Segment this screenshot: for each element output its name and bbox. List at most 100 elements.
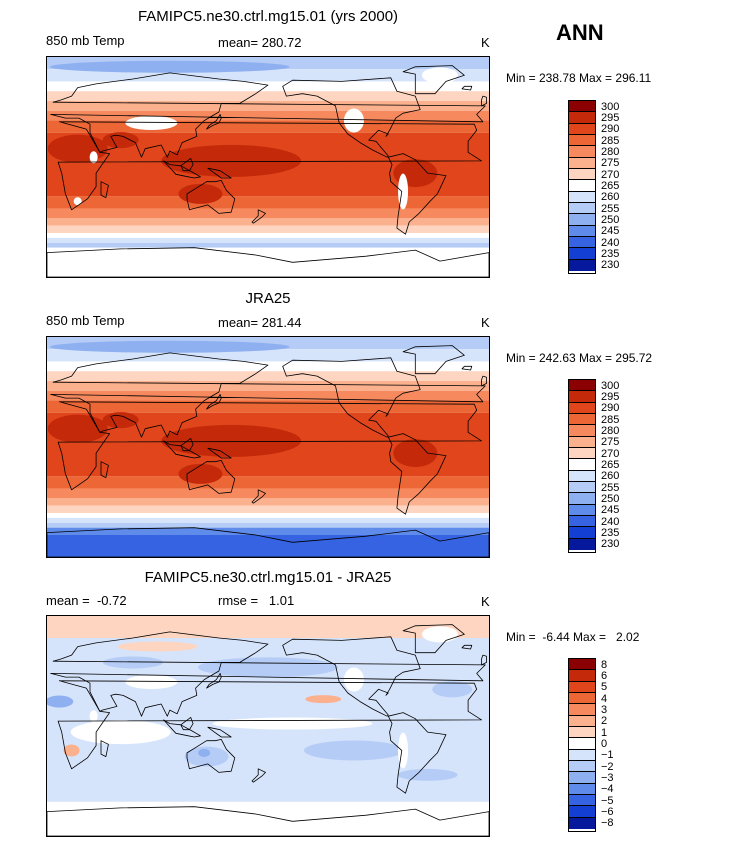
panel-1-mean-label: mean= 280.72	[218, 35, 302, 50]
coastline-newguinea	[207, 167, 232, 179]
colorbar-tick-label: 4	[601, 692, 608, 705]
coastline-borneo	[180, 438, 194, 452]
colorbar-tick-label: 260	[601, 470, 620, 483]
colorbar-swatch	[569, 459, 595, 471]
temperature-band	[47, 196, 489, 209]
warm-core-australia	[178, 183, 223, 204]
colorbar-tick-label: 230	[601, 538, 620, 551]
colorbar-tick-label: 8	[601, 658, 608, 671]
colorbar-tick-label: −3	[601, 772, 614, 784]
temperature-band	[47, 242, 489, 248]
coastline-japan	[206, 673, 222, 689]
coastline-indonesia	[163, 160, 201, 179]
masked-tibet	[125, 116, 178, 130]
colorbar-tick-label: 270	[601, 447, 620, 460]
colorbar-tick-label: 290	[601, 123, 620, 136]
coastline-eurasia	[50, 631, 486, 717]
colorbar-swatch	[569, 760, 595, 773]
colorbar-swatch	[569, 659, 595, 671]
colorbar-tick-label: 0	[601, 738, 608, 750]
colorbar-swatch	[569, 493, 595, 505]
colorbar-swatch	[569, 112, 595, 124]
temperature-band	[47, 390, 489, 401]
colorbar-tick-label: 240	[601, 515, 620, 528]
coastline-eurasia	[50, 352, 486, 438]
colorbar-swatch	[569, 134, 595, 147]
coastline-greenland	[402, 345, 465, 375]
temperature-band	[47, 488, 489, 499]
masked-ethiopia	[89, 151, 98, 164]
coastline-madagascar	[100, 461, 109, 479]
colorbar-swatch	[569, 259, 595, 271]
colorbar-tick-label: 295	[601, 112, 620, 124]
colorbar-tick-label: 255	[601, 481, 620, 494]
colorbar-tick-label: 5	[601, 681, 608, 694]
colorbar-swatch	[569, 470, 595, 482]
difference-band	[47, 616, 489, 638]
diff-blob	[70, 720, 171, 745]
colorbar-tick-label: 6	[601, 670, 608, 682]
temperature-band	[47, 527, 489, 535]
panel-3-title: FAMIPC5.ne30.ctrl.mg15.01 - JRA25	[144, 569, 392, 586]
panel-1-minmax: Min = 238.78 Max = 296.11	[506, 71, 652, 85]
colorbar-swatch	[569, 447, 595, 460]
coastline-greenland	[402, 65, 465, 95]
diff-blob	[184, 746, 229, 767]
colorbar-swatch	[569, 515, 595, 528]
difference-band	[47, 801, 489, 836]
panel-3-mean-label: mean = -0.72	[46, 593, 127, 608]
colorbar-tick-label: −2	[601, 760, 614, 773]
warm-core-amazon	[393, 439, 438, 468]
coastline-australia	[186, 180, 236, 214]
colorbar-swatch	[569, 817, 595, 829]
temperature-band	[47, 517, 489, 523]
colorbar-tick-label: 250	[601, 493, 620, 505]
panel-1-colorbar	[568, 100, 596, 274]
temperature-band	[47, 513, 489, 518]
masked-southafrica	[73, 197, 82, 206]
warm-pool	[161, 424, 302, 457]
colorbar-tick-label: 235	[601, 527, 620, 539]
coastline-borneo	[180, 717, 194, 731]
cold-arctic	[49, 60, 290, 73]
colorbar-tick-label: 235	[601, 248, 620, 260]
colorbar-swatch	[569, 180, 595, 192]
colorbar-tick-label: 265	[601, 180, 620, 192]
panel-1-variable-label: 850 mb Temp	[46, 33, 125, 48]
coastline-iceland	[461, 85, 473, 91]
coastline-indonesia	[163, 719, 201, 738]
coastline-antarctica	[47, 806, 489, 836]
temperature-band	[47, 498, 489, 506]
colorbar-swatch	[569, 157, 595, 169]
coastline-africa	[57, 121, 483, 211]
coastline-japan	[206, 114, 222, 130]
colorbar-swatch	[569, 425, 595, 437]
colorbar-swatch	[569, 772, 595, 784]
coastline-africa	[57, 680, 483, 770]
temperature-band	[47, 361, 489, 372]
colorbar-swatch	[569, 413, 595, 426]
colorbar-tick-label: 1	[601, 726, 608, 739]
temperature-band	[47, 535, 489, 557]
coastline-greatbritain	[481, 375, 487, 387]
colorbar-swatch	[569, 481, 595, 494]
diff-blob	[102, 656, 163, 669]
colorbar-tick-label: −5	[601, 794, 614, 807]
coastline-borneo	[180, 158, 194, 172]
diff-blob	[198, 748, 211, 757]
panel-1-title: FAMIPC5.ne30.ctrl.mg15.01 (yrs 2000)	[137, 8, 399, 25]
colorbar-swatch	[569, 670, 595, 682]
colorbar-swatch	[569, 504, 595, 516]
masked-greenland	[421, 626, 458, 643]
colorbar-tick-label: 290	[601, 402, 620, 415]
colorbar-swatch	[569, 146, 595, 158]
panel-3-rmse-label: rmse = 1.01	[218, 593, 295, 608]
masked-ethiopia	[89, 710, 98, 723]
panel-1-units: K	[481, 35, 490, 50]
colorbar-tick-label: 270	[601, 168, 620, 181]
coastline-nz	[251, 209, 266, 224]
colorbar-swatch	[569, 225, 595, 237]
colorbar-tick-label: 300	[601, 379, 620, 392]
diff-blob	[212, 717, 373, 730]
colorbar-tick-label: 275	[601, 157, 620, 170]
